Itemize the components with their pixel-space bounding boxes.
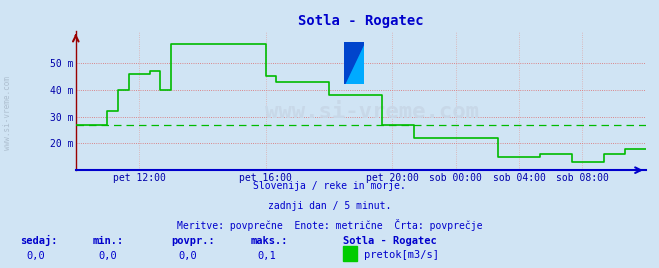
Text: min.:: min.: [92, 236, 123, 246]
Text: 0,0: 0,0 [26, 251, 45, 261]
Text: 0,0: 0,0 [178, 251, 196, 261]
Text: pretok[m3/s]: pretok[m3/s] [364, 250, 439, 260]
Text: zadnji dan / 5 minut.: zadnji dan / 5 minut. [268, 201, 391, 211]
Text: sedaj:: sedaj: [20, 235, 57, 246]
Text: 0,1: 0,1 [257, 251, 275, 261]
Text: maks.:: maks.: [250, 236, 288, 246]
Title: Sotla - Rogatec: Sotla - Rogatec [298, 14, 424, 28]
Text: www.si-vreme.com: www.si-vreme.com [265, 102, 479, 122]
Text: 0,0: 0,0 [99, 251, 117, 261]
Text: Meritve: povprečne  Enote: metrične  Črta: povprečje: Meritve: povprečne Enote: metrične Črta:… [177, 219, 482, 231]
Text: www.si-vreme.com: www.si-vreme.com [3, 76, 13, 150]
Text: Slovenija / reke in morje.: Slovenija / reke in morje. [253, 181, 406, 191]
Text: povpr.:: povpr.: [171, 236, 215, 246]
Text: Sotla - Rogatec: Sotla - Rogatec [343, 236, 436, 246]
